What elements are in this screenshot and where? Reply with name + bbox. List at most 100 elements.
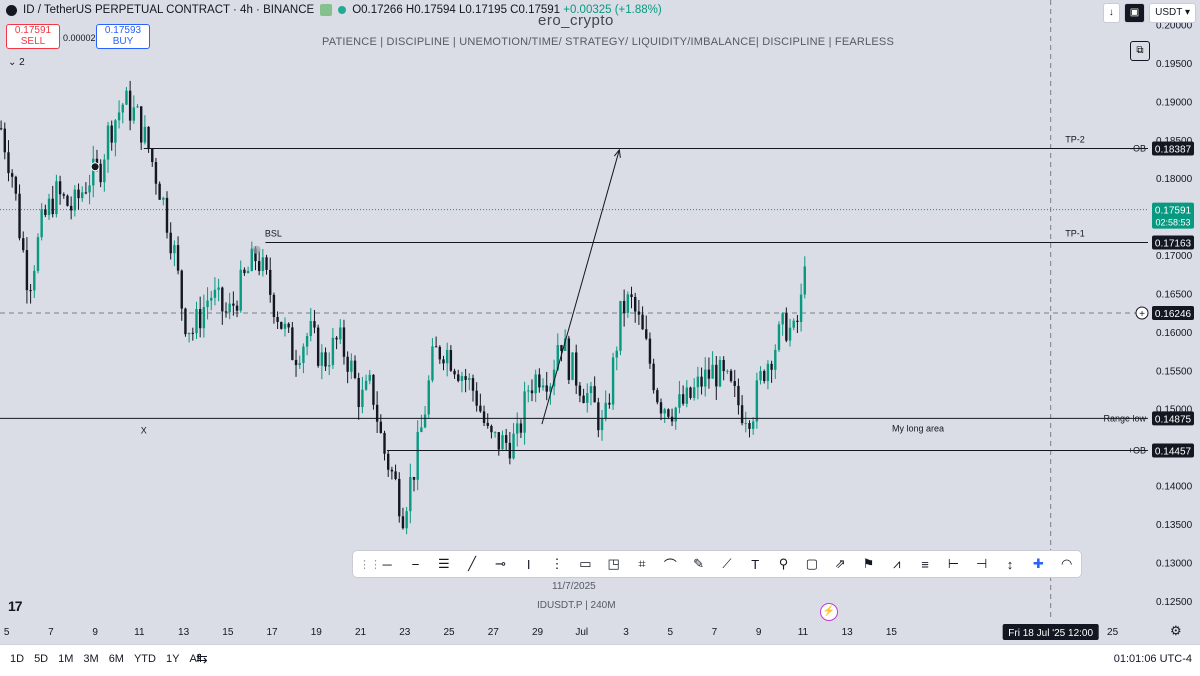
- drawing-tool-20-icon[interactable]: ≡: [921, 556, 929, 572]
- range-button-ytd[interactable]: YTD: [133, 653, 156, 665]
- range-button-1m[interactable]: 1M: [58, 653, 74, 665]
- x-tick-label: 9: [756, 627, 762, 638]
- candle-body: [202, 307, 206, 329]
- candle-body: [501, 435, 504, 450]
- level-price-badge: [1152, 411, 1194, 426]
- x-tick-label: 13: [842, 627, 854, 638]
- candle-body: [162, 197, 165, 200]
- currency-select[interactable]: USDT ▾: [1149, 3, 1196, 23]
- candle-body: [184, 308, 187, 335]
- drawing-tool-22-icon[interactable]: ⊣: [976, 556, 988, 571]
- candle-body: [670, 416, 674, 422]
- chevron-down-icon: ⌄: [8, 57, 17, 68]
- candle-body: [792, 320, 795, 328]
- candle-body: [291, 327, 294, 360]
- drawing-tool-7-icon[interactable]: ⋮: [550, 556, 564, 571]
- drawing-tool-16-icon[interactable]: ▢: [805, 556, 818, 571]
- range-button-5d[interactable]: 5D: [34, 653, 49, 665]
- range-button-1y[interactable]: 1Y: [165, 653, 180, 665]
- tradingview-logo-icon[interactable]: 17: [8, 598, 23, 614]
- candle-body: [545, 385, 548, 392]
- candle-body: [51, 198, 54, 215]
- range-button-1d[interactable]: 1D: [10, 653, 25, 665]
- lightning-icon[interactable]: ⚡: [820, 603, 838, 621]
- currency-label: USDT: [1155, 7, 1183, 18]
- candle-body: [696, 376, 700, 388]
- drawing-tool-17-icon[interactable]: ⇗: [834, 556, 846, 571]
- candle-body: [3, 128, 6, 153]
- drawing-tool-12-icon[interactable]: ✎: [693, 556, 705, 571]
- drawing-tool-24-icon[interactable]: ✚: [1032, 556, 1044, 571]
- candle-body: [715, 364, 718, 387]
- drawing-tool-13-icon[interactable]: ⟋: [722, 556, 732, 571]
- drawing-tool-4-icon[interactable]: ╱: [468, 556, 476, 571]
- x-tick-label: 11: [134, 627, 145, 638]
- drawing-tool-25-icon[interactable]: ◠: [1060, 556, 1073, 571]
- drawing-tool-11-icon[interactable]: ⌒: [663, 557, 677, 573]
- range-button-6m[interactable]: 6M: [108, 653, 124, 665]
- drawing-tool-18-icon[interactable]: ⚑: [862, 556, 875, 571]
- drawing-tool-10-icon[interactable]: ⌗: [638, 556, 646, 571]
- candle-body: [158, 183, 161, 200]
- drawing-tool-15-icon[interactable]: ⚲: [778, 556, 789, 571]
- drawing-tool-6-icon[interactable]: I: [526, 556, 531, 572]
- drag-handle-icon[interactable]: ⋮⋮: [359, 558, 381, 571]
- drawing-tool-3-icon[interactable]: ☰: [437, 556, 450, 571]
- buy-button[interactable]: 0.17593 BUY: [96, 24, 150, 49]
- price-chart[interactable]: 0.20000 0.19500 0.19000 0.18500 0.18000 0.175…: [0, 0, 1200, 645]
- candle-body: [416, 431, 419, 480]
- candle-body: [328, 365, 331, 367]
- candle-body: [427, 380, 430, 415]
- candle-body: [652, 363, 655, 391]
- drawing-tool-14-icon[interactable]: T: [751, 556, 760, 572]
- candle-body: [497, 432, 500, 450]
- drawing-tool-23-icon[interactable]: ↕: [1006, 556, 1014, 572]
- range-button-all[interactable]: All: [189, 653, 202, 665]
- drawing-tool-21-icon[interactable]: ⊢: [947, 556, 960, 571]
- y-tick-label: 0.13500: [1156, 520, 1193, 531]
- drawing-tool-2-icon[interactable]: ⎯: [412, 556, 419, 571]
- top-right-controls: ↓ ▣ USDT ▾: [1102, 3, 1196, 23]
- candle-body: [622, 300, 626, 314]
- indicators-toggle[interactable]: ⌄ 2: [8, 57, 25, 68]
- y-tick-label: 0.14000: [1156, 482, 1193, 493]
- calendar-range-icon[interactable]: ⇆: [196, 650, 208, 666]
- drawing-tool-9-icon[interactable]: ◳: [607, 556, 620, 571]
- candle-body: [346, 356, 349, 372]
- candle-body: [36, 237, 40, 271]
- candle-body: [239, 269, 242, 311]
- drawing-tool-5-icon[interactable]: ⊸: [494, 556, 506, 571]
- sell-label: SELL: [20, 36, 46, 47]
- candle-body: [128, 90, 132, 121]
- screenshot-icon[interactable]: ▣: [1123, 3, 1146, 23]
- range-buttons: 1D 5D 1M 3M 6M YTD 1Y All: [10, 653, 202, 665]
- range-button-3m[interactable]: 3M: [83, 653, 99, 665]
- drawing-tool-8-icon[interactable]: ▭: [579, 556, 592, 571]
- candle-body: [165, 197, 169, 233]
- maximize-pane-icon[interactable]: ⧉: [1130, 41, 1150, 61]
- candle-body: [656, 390, 659, 403]
- drawing-tool-19-icon[interactable]: ⩘: [893, 556, 901, 571]
- x-tick-label: 25: [443, 627, 455, 638]
- settings-gear-icon[interactable]: ⚙: [1170, 623, 1182, 638]
- candle-body: [774, 349, 777, 370]
- candle-body: [630, 294, 633, 298]
- candle-body: [563, 338, 567, 351]
- candle-body: [228, 303, 231, 313]
- sell-button[interactable]: 0.17591 SELL: [6, 24, 60, 49]
- drawing-tool-1-icon[interactable]: ─: [382, 556, 392, 572]
- level-price-badge: [1152, 141, 1194, 156]
- level-tag: -OB: [1130, 144, 1146, 154]
- utc-clock[interactable]: 01:01:06 UTC-4: [1113, 653, 1192, 665]
- candle-body: [770, 363, 773, 370]
- x-tick-label: 17: [267, 627, 279, 638]
- candle-body: [549, 386, 552, 392]
- visibility-icon[interactable]: [320, 4, 333, 16]
- symbol-title[interactable]: ID / TetherUS PERPETUAL CONTRACT · 4h · …: [23, 4, 315, 16]
- candle-body: [689, 387, 692, 398]
- candle-body: [254, 248, 257, 262]
- indicators-count: 2: [19, 57, 25, 68]
- arrow-down-icon[interactable]: ↓: [1102, 3, 1120, 23]
- candle-body: [62, 194, 65, 196]
- candle-body: [265, 257, 268, 270]
